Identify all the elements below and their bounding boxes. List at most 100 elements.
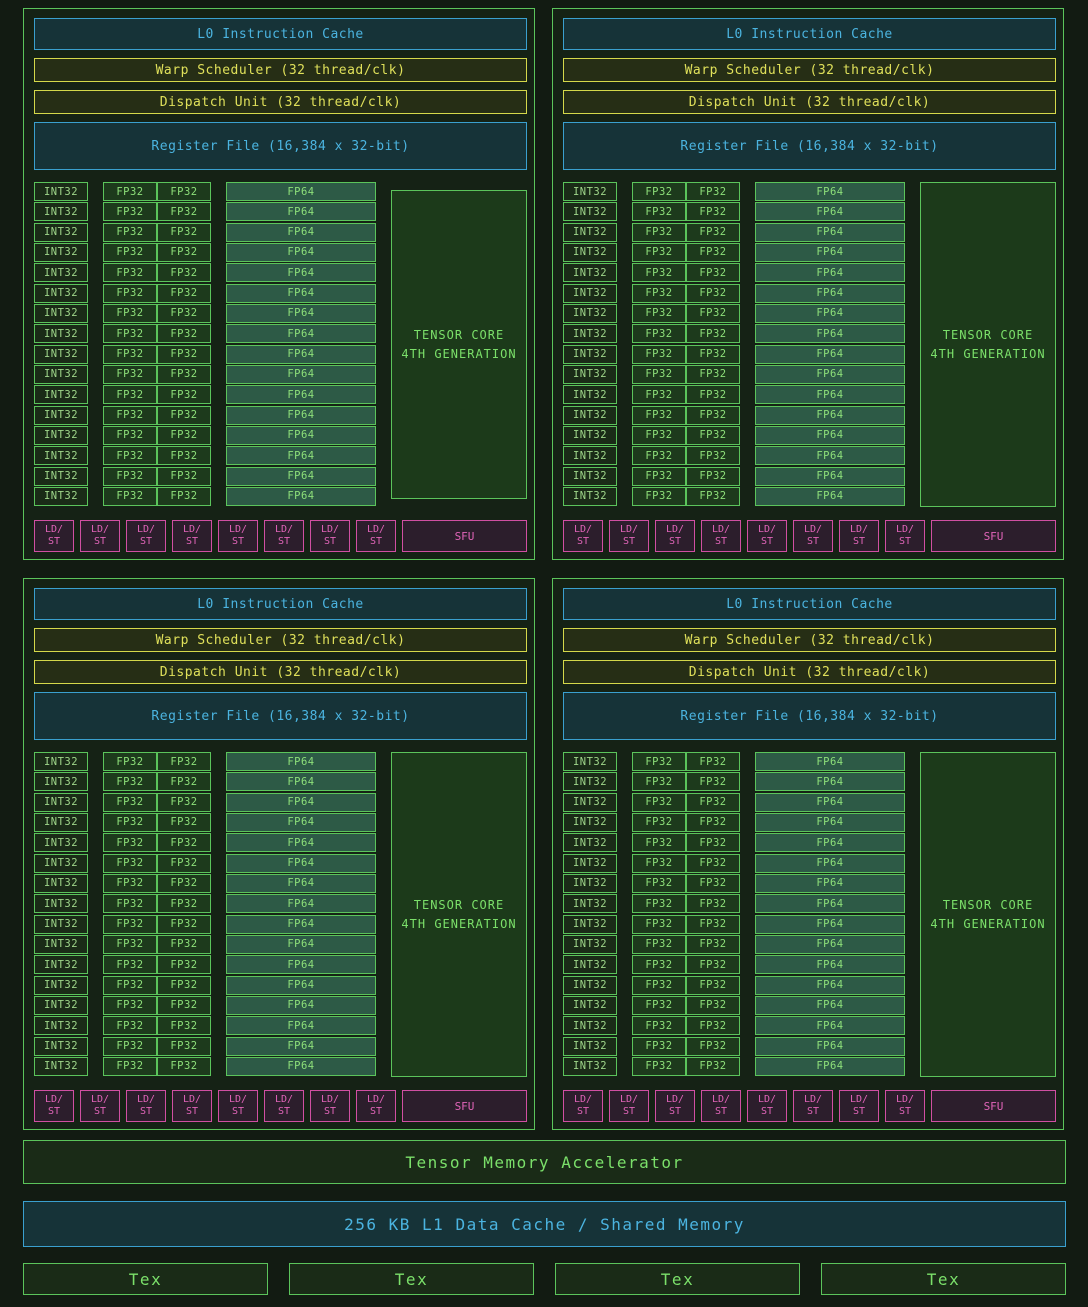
int32-column: INT32 INT32 INT32 INT32 INT32 INT32 INT32 INT32… [34,182,88,507]
ld-st-label-line1: LD/ [366,1094,386,1105]
dispatch-unit: Dispatch Unit (32 thread/clk) [563,660,1056,684]
fp64-column: FP64 FP64 FP64 FP64 FP64 FP64 FP64 FP64 FP64 FP64… [755,752,905,1077]
fp32-unit: FP32 [632,853,686,873]
fp64-unit: FP64 [226,1016,376,1036]
register-file: Register File (16,384 x 32-bit) [563,122,1056,170]
fp32-unit: FP32 [157,283,211,303]
fp32-unit: FP32 [632,446,686,466]
fp64-unit: FP64 [755,792,905,812]
fp32-unit: FP32 [103,934,157,954]
fp32-unit: FP32 [157,934,211,954]
warp-scheduler: Warp Scheduler (32 thread/clk) [563,628,1056,652]
tensor-core-generation: 4TH GENERATION [401,346,517,361]
fp32-column: FP32 FP32 FP32 FP32 FP32 FP32 FP32 FP32 FP32 FP32… [103,182,157,507]
int32-unit: INT32 [34,812,88,832]
ld-st-unit: LD/ST [747,1090,787,1122]
ld-st-unit: LD/ST [609,520,649,552]
ld-st-unit: LD/ST [34,520,74,552]
int32-unit: INT32 [34,303,88,323]
int32-unit: INT32 [34,405,88,425]
fp32-unit: FP32 [686,914,740,934]
ld-st-unit: LD/ST [218,1090,258,1122]
ld-st-unit: LD/ST [655,1090,695,1122]
fp32-unit: FP32 [103,833,157,853]
fp32-unit: FP32 [632,955,686,975]
int32-unit: INT32 [563,1036,617,1056]
fp32-unit: FP32 [632,914,686,934]
ld-st-label-line2: ST [760,1106,774,1117]
fp64-unit: FP64 [226,752,376,771]
fp32-unit: FP32 [103,812,157,832]
fp32-unit: FP32 [157,1016,211,1036]
int32-unit: INT32 [563,792,617,812]
ld-st-label: LD/ST [896,1094,914,1118]
fp64-unit: FP64 [226,324,376,344]
fp32-unit: FP32 [632,1056,686,1076]
fp32-unit: FP32 [686,792,740,812]
int32-unit: INT32 [34,833,88,853]
fp32-unit: FP32 [686,1056,740,1076]
ld-st-label-line2: ST [369,536,383,547]
fp64-unit: FP64 [226,182,376,201]
fp32-unit: FP32 [632,263,686,283]
tex-unit: Tex [821,1263,1066,1295]
fp32-unit: FP32 [157,486,211,506]
tensor-core-generation: 4TH GENERATION [930,916,1046,931]
fp64-unit: FP64 [226,1056,376,1076]
ld-st-label-line2: ST [576,1106,590,1117]
int32-unit: INT32 [563,202,617,222]
int32-unit: INT32 [563,914,617,934]
fp32-unit: FP32 [632,344,686,364]
ld-st-unit: LD/ST [655,520,695,552]
fp32-unit: FP32 [686,995,740,1015]
ld-st-label: LD/ST [321,1094,339,1118]
fp64-unit: FP64 [755,975,905,995]
fp32-unit: FP32 [157,853,211,873]
fp64-unit: FP64 [226,955,376,975]
fp32-unit: FP32 [103,853,157,873]
fp32-unit: FP32 [103,1056,157,1076]
fp32-unit: FP32 [103,772,157,792]
fp32-unit: FP32 [632,222,686,242]
fp32-unit: FP32 [103,955,157,975]
fp32-unit: FP32 [686,182,740,201]
fp32-unit: FP32 [103,466,157,486]
ld-st-label: LD/ST [620,1094,638,1118]
ld-st-label-line2: ST [852,1106,866,1117]
fp32-unit: FP32 [157,772,211,792]
sm-partition: L0 Instruction Cache Warp Scheduler (32 t… [552,578,1064,1130]
ld-st-label-line2: ST [93,1106,107,1117]
dispatch-unit: Dispatch Unit (32 thread/clk) [34,90,527,114]
fp64-column: FP64 FP64 FP64 FP64 FP64 FP64 FP64 FP64 FP64 FP64… [226,182,376,507]
fp32-unit: FP32 [103,425,157,445]
ld-st-label-line1: LD/ [665,524,685,535]
ld-st-label: LD/ST [229,524,247,548]
ld-st-label-line1: LD/ [320,524,340,535]
fp32-unit: FP32 [686,853,740,873]
ld-st-label: LD/ST [712,1094,730,1118]
fp32-unit: FP32 [103,385,157,405]
ld-st-label-line2: ST [852,536,866,547]
fp32-unit: FP32 [103,242,157,262]
int32-unit: INT32 [563,446,617,466]
fp64-unit: FP64 [755,1056,905,1076]
fp32-column: FP32 FP32 FP32 FP32 FP32 FP32 FP32 FP32 FP32 FP32… [157,182,211,507]
sfu-unit: SFU [931,520,1056,552]
ld-st-label-line2: ST [277,1106,291,1117]
tensor-core-generation: 4TH GENERATION [930,346,1046,361]
int32-unit: INT32 [563,324,617,344]
ld-st-label-line2: ST [277,536,291,547]
ld-st-unit: LD/ST [885,520,925,552]
int32-unit: INT32 [34,364,88,384]
fp32-column: FP32 FP32 FP32 FP32 FP32 FP32 FP32 FP32 FP32 FP32… [632,182,686,507]
ld-st-label-line1: LD/ [573,524,593,535]
ld-st-label-line1: LD/ [803,1094,823,1105]
l0-instruction-cache: L0 Instruction Cache [563,588,1056,620]
fp64-unit: FP64 [226,772,376,792]
sfu-unit: SFU [402,1090,527,1122]
fp64-unit: FP64 [226,853,376,873]
fp64-unit: FP64 [755,995,905,1015]
fp32-unit: FP32 [686,752,740,771]
fp32-unit: FP32 [103,344,157,364]
fp32-unit: FP32 [103,446,157,466]
